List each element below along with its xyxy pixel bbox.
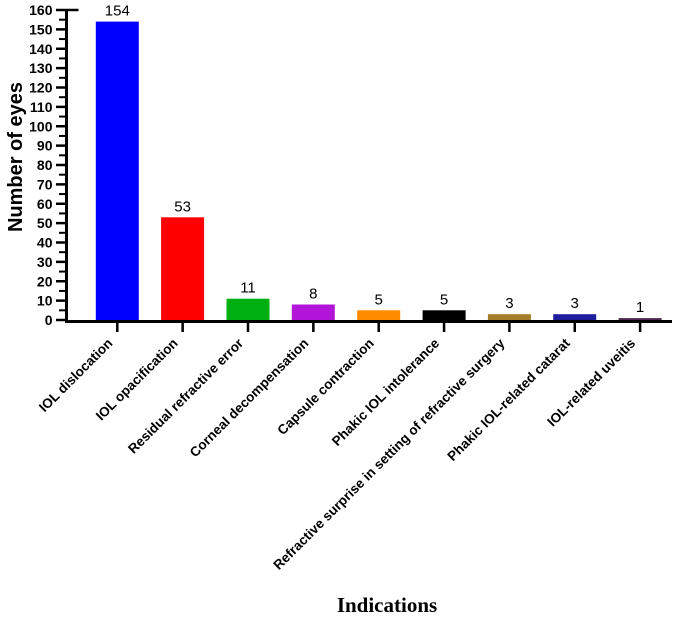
y-tick-label: 10 (37, 293, 53, 309)
y-tick-label: 40 (37, 235, 53, 251)
bar-value-label: 8 (309, 286, 317, 303)
y-tick-label: 80 (37, 157, 53, 173)
bar (161, 217, 205, 320)
y-tick-label: 70 (37, 176, 53, 192)
bar-value-label: 5 (375, 291, 383, 308)
x-tick-label: Phakic IOL intolerance (329, 335, 443, 449)
y-tick-label: 140 (29, 41, 53, 57)
x-tick-label: Residual refractive error (125, 335, 246, 456)
bar (357, 310, 401, 320)
x-tick-label: Corneal decompensation (187, 336, 312, 461)
y-tick-label: 20 (37, 273, 53, 289)
y-tick-label: 160 (29, 2, 53, 18)
bar (95, 21, 139, 320)
bar (422, 310, 466, 320)
bar (553, 314, 597, 320)
bar-value-label: 11 (240, 280, 256, 297)
bar (291, 304, 335, 320)
bar-value-label: 154 (105, 3, 130, 20)
y-tick-label: 150 (29, 21, 53, 37)
y-tick-label: 60 (37, 196, 53, 212)
y-axis-title: Number of eyes (5, 82, 27, 232)
y-tick-label: 120 (29, 80, 53, 96)
y-tick-label: 30 (37, 254, 53, 270)
bar (487, 314, 531, 320)
y-tick-label: 130 (29, 60, 53, 76)
bar-value-label: 5 (440, 291, 448, 308)
y-tick-label: 90 (37, 138, 53, 154)
x-tick-label: Refractive surprise in setting of refrac… (270, 335, 507, 572)
bar-value-label: 3 (505, 295, 513, 312)
bar-value-label: 1 (636, 299, 644, 316)
y-tick-label: 0 (45, 312, 53, 328)
y-tick-label: 50 (37, 215, 53, 231)
y-tick-label: 100 (29, 118, 53, 134)
bar (226, 298, 270, 320)
x-tick-label: Phakic IOL-related catarat (444, 335, 573, 464)
bar (618, 318, 662, 320)
bar-value-label: 3 (571, 295, 579, 312)
y-tick-label: 110 (30, 99, 53, 115)
x-axis-title: Indications (337, 593, 437, 617)
bar-value-label: 53 (174, 198, 191, 215)
